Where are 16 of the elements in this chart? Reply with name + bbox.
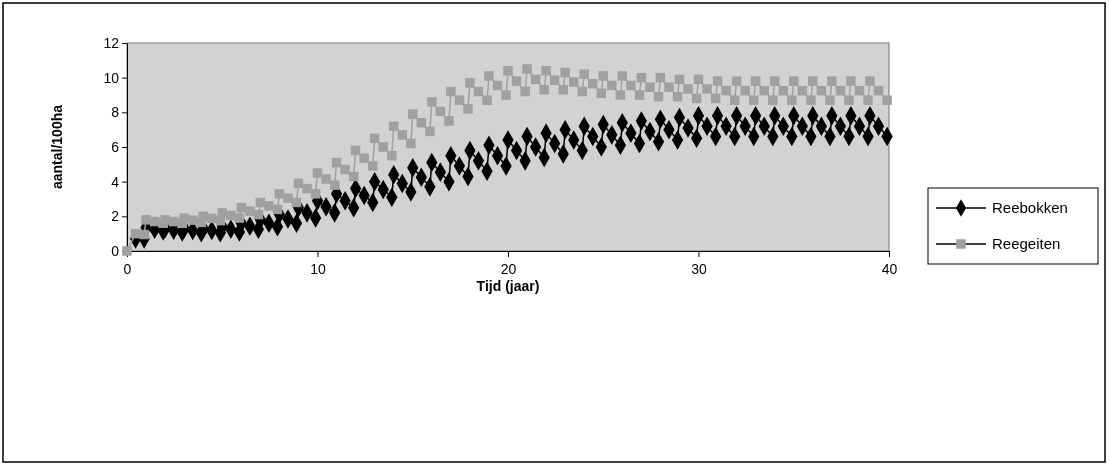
y-tick-label: 8 bbox=[111, 104, 120, 121]
y-tick-label: 4 bbox=[111, 173, 120, 190]
x-axis-title: Tijd (jaar) bbox=[476, 278, 540, 294]
x-tick-label: 0 bbox=[123, 261, 132, 277]
x-tick-label: 20 bbox=[500, 261, 517, 277]
y-tick-label: 10 bbox=[103, 69, 120, 86]
y-tick-label: 6 bbox=[111, 138, 120, 155]
y-tick-label: 12 bbox=[103, 34, 120, 51]
y-tick-label: 0 bbox=[111, 242, 120, 259]
y-tick-label: 2 bbox=[111, 208, 120, 225]
y-axis-title: aantal/100ha bbox=[49, 104, 65, 190]
x-tick-label: 40 bbox=[881, 261, 898, 277]
x-tick-label: 10 bbox=[310, 261, 326, 277]
x-tick-label: 30 bbox=[691, 261, 707, 277]
legend-label: Reebokken bbox=[992, 199, 1068, 216]
legend-label: Reegeiten bbox=[992, 235, 1061, 252]
